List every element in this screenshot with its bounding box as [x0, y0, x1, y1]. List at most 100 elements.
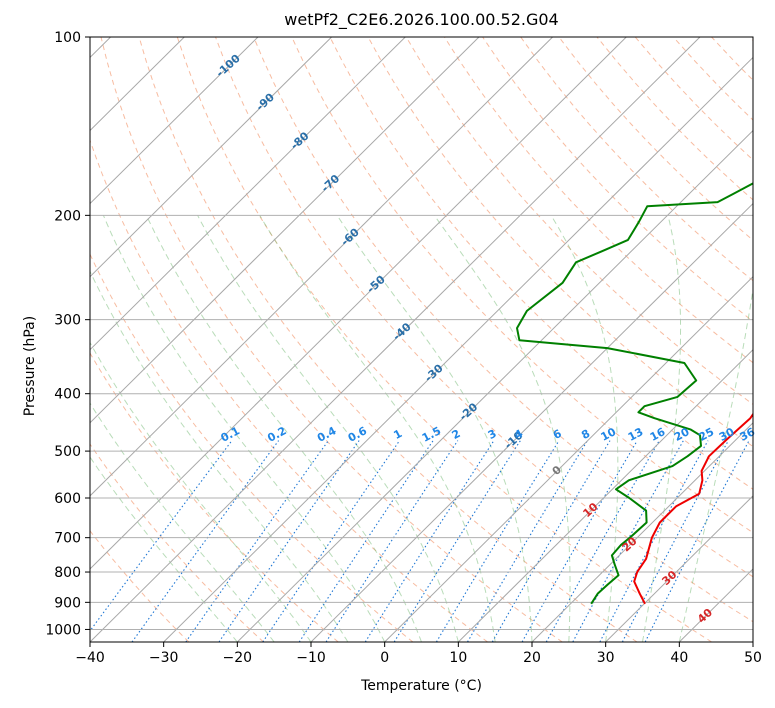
- dry-adiabat-line: [90, 138, 488, 642]
- dry-adiabat-line: [672, 37, 753, 121]
- dry-adiabat-line: [215, 37, 753, 623]
- y-tick-label: 700: [54, 531, 81, 547]
- dry-adiabat-line: [90, 352, 339, 642]
- dewpoint-profile-line: [516, 182, 753, 605]
- isotherm-line: [90, 37, 332, 278]
- moist-adiabat-line: [90, 402, 275, 642]
- mixing-ratio-line: [185, 440, 329, 642]
- isotherm-line: [90, 37, 185, 132]
- mixing-ratio-label: 20: [672, 425, 692, 444]
- mixing-ratio-label: 6: [551, 427, 564, 442]
- mixing-ratio-line: [491, 440, 611, 642]
- dry-adiabat-line: [558, 37, 753, 241]
- x-axis-label: Temperature (°C): [361, 678, 482, 694]
- mixing-ratio-label: 2: [450, 427, 463, 442]
- isotherm-line: [0, 37, 37, 642]
- dry-adiabat-line: [100, 37, 563, 642]
- mixing-ratio-line: [435, 440, 560, 642]
- isotherm-line: [90, 37, 701, 642]
- mixing-ratio-line: [521, 440, 638, 642]
- dry-adiabat-line: [329, 37, 753, 490]
- moist-adiabat-line: [678, 286, 753, 642]
- temperature-profile-line: [633, 412, 753, 605]
- x-tick-label: 20: [523, 650, 541, 666]
- x-tick-label: 40: [670, 650, 688, 666]
- dry-adiabat-line: [90, 443, 264, 642]
- x-tick-label: 0: [380, 650, 389, 666]
- isotherm-line: [90, 37, 480, 424]
- isotherm-line: [457, 349, 753, 642]
- dry-adiabat-line: [138, 37, 638, 642]
- moist-adiabat-line: [550, 215, 619, 642]
- mixing-ratio-label: 0.1: [219, 424, 242, 445]
- moist-adiabat-line: [433, 215, 571, 642]
- mixing-ratio-label: 0.2: [265, 424, 288, 445]
- isotherm-line: [678, 568, 753, 642]
- y-tick-label: 100: [54, 30, 81, 46]
- moist-adiabat-line: [145, 215, 422, 642]
- isotherm-line: [236, 129, 753, 642]
- x-tick-label: −40: [75, 650, 105, 666]
- isotherm-line: [531, 422, 753, 642]
- mixing-ratio-line: [572, 440, 684, 642]
- mixing-ratio-line: [325, 440, 459, 642]
- y-tick-label: 900: [54, 595, 81, 611]
- dry-adiabat-line: [443, 37, 753, 364]
- mixing-ratio-line: [621, 440, 729, 642]
- moist-adiabat-line: [642, 215, 682, 642]
- x-tick-label: 10: [449, 650, 467, 666]
- y-tick-label: 400: [54, 387, 81, 403]
- isotherm-line: [90, 37, 553, 497]
- isotherm-line: [384, 275, 753, 642]
- isotherm-line: [90, 37, 259, 205]
- chart-title: wetPf2_C2E6.2026.100.00.52.G04: [284, 10, 559, 29]
- mixing-ratio-label: 25: [697, 425, 717, 444]
- mixing-ratio-line: [90, 440, 233, 632]
- y-tick-label: 600: [54, 491, 81, 507]
- isotherm-line: [605, 495, 753, 642]
- isotherm-line: [90, 37, 111, 59]
- x-tick-label: −20: [223, 650, 253, 666]
- dry-adiabat-line: [253, 37, 753, 578]
- isotherm-line: [310, 202, 753, 642]
- moist-adiabat-line: [197, 215, 459, 642]
- moist-adiabat-line: [90, 456, 238, 642]
- y-tick-label: 300: [54, 313, 81, 329]
- dry-adiabat-line: [90, 530, 190, 642]
- mixing-ratio-line: [131, 440, 280, 642]
- moist-adiabat-line: [90, 341, 312, 642]
- dry-adiabat-line: [291, 37, 753, 534]
- mixing-ratio-label: 13: [626, 425, 646, 444]
- mixing-ratio-label: 10: [599, 425, 619, 444]
- mixing-ratio-label: 30: [717, 425, 737, 444]
- mixing-ratio-line: [298, 440, 434, 642]
- mixing-ratio-line: [467, 440, 588, 642]
- y-tick-label: 200: [54, 208, 81, 224]
- mixing-ratio-label: 0.4: [315, 424, 339, 445]
- mixing-ratio-line: [262, 440, 400, 642]
- dry-adiabat-line: [711, 37, 753, 81]
- dry-adiabat-line: [90, 253, 414, 642]
- mixing-ratio-label: 16: [648, 425, 668, 444]
- isotherm-line: [752, 641, 753, 642]
- isotherm-line: [90, 37, 627, 570]
- x-tick-label: −10: [296, 650, 326, 666]
- plot-frame: [89, 36, 754, 643]
- x-tick-label: 30: [597, 650, 615, 666]
- moist-adiabat-line: [259, 215, 496, 642]
- y-tick-label: 1000: [45, 622, 81, 638]
- y-tick-label: 500: [54, 444, 81, 460]
- x-tick-label: −30: [149, 650, 179, 666]
- isotherm-label: 10: [580, 500, 600, 520]
- mixing-ratio-label: 8: [579, 427, 592, 442]
- mixing-ratio-line: [545, 440, 660, 642]
- mixing-ratio-line: [599, 440, 709, 642]
- moist-adiabat-line: [336, 215, 533, 642]
- isotherm-line: [90, 37, 406, 351]
- mixing-ratio-label: 3: [486, 427, 499, 442]
- mixing-ratio-line: [218, 440, 360, 642]
- mixing-ratio-label: 1: [391, 427, 404, 442]
- mixing-ratio-line: [364, 440, 495, 642]
- x-tick-label: 50: [744, 650, 762, 666]
